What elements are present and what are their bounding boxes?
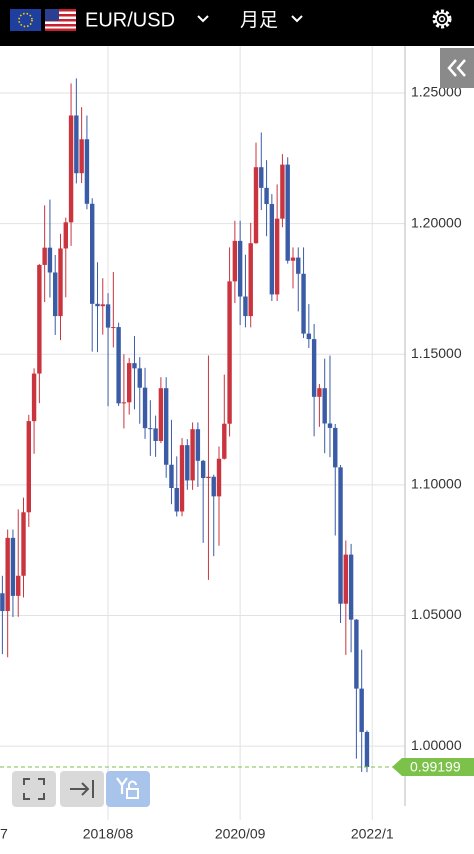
candle-body [5, 537, 10, 612]
eu-flag [10, 9, 41, 31]
candle-body [200, 460, 206, 479]
candle-body [216, 458, 222, 497]
candle-body [116, 327, 121, 404]
candle-body [348, 554, 354, 620]
grid [0, 46, 405, 820]
candle-body [248, 243, 253, 317]
candle-body [206, 476, 211, 479]
axes: 1.000001.050001.100001.150001.200001.250… [0, 84, 474, 842]
candle-body [137, 368, 142, 388]
candle-body [158, 388, 164, 441]
candle-body [190, 429, 195, 481]
candle-body [179, 445, 185, 512]
candle-body [26, 421, 31, 513]
candle-body [63, 222, 68, 249]
candle-body [132, 363, 137, 369]
candle-body [42, 247, 47, 265]
settings-icon[interactable] [432, 9, 452, 29]
candle-body [285, 164, 290, 261]
candle-body [301, 273, 306, 334]
candle-body [163, 388, 169, 465]
candle-body [280, 164, 285, 219]
scroll-end-button[interactable] [60, 771, 104, 807]
candle-body [21, 512, 26, 576]
fit-button[interactable] [12, 771, 56, 807]
candle-body [338, 467, 343, 604]
candle-body [322, 388, 327, 424]
candle-body [0, 593, 5, 612]
candle-body [105, 304, 111, 328]
y-lock-button[interactable] [106, 771, 150, 807]
y-tick-label: 1.05000 [411, 606, 462, 622]
candle-body [74, 115, 79, 174]
candle-body [232, 240, 238, 282]
candle-body [169, 464, 174, 488]
candle-body [90, 203, 95, 304]
candle-body [290, 257, 296, 261]
candle-body [243, 296, 248, 317]
candle-body [111, 327, 116, 329]
candle-body [264, 187, 269, 205]
x-tick-label: 7 [0, 826, 8, 842]
candle-body [100, 304, 105, 307]
x-tick-label: 2020/09 [215, 826, 266, 842]
candle-body [296, 257, 301, 274]
candle-body [311, 339, 317, 397]
candle-body [317, 388, 322, 397]
candle-body [68, 115, 74, 223]
candle-body [121, 402, 127, 404]
candle-body [79, 139, 84, 174]
candle-body [126, 363, 132, 403]
candle-body [211, 476, 216, 497]
candle-body [84, 139, 90, 204]
candle-body [269, 204, 275, 295]
candle-body [327, 423, 333, 428]
candle-body [227, 281, 232, 424]
plot [0, 78, 395, 773]
candle-body [333, 427, 338, 468]
x-tick-label: 2018/08 [83, 826, 134, 842]
chevron[interactable] [197, 15, 209, 23]
candle-body [185, 445, 190, 481]
candle-body [354, 619, 359, 689]
pair-label[interactable]: EUR/USD [85, 9, 175, 31]
candle-body [259, 167, 264, 188]
candle-body [31, 373, 37, 422]
candle-body [58, 248, 63, 317]
y-tick-label: 1.20000 [411, 214, 462, 230]
us-flag [45, 9, 76, 31]
candle-body [47, 247, 53, 273]
candle-body [174, 487, 179, 512]
chevron[interactable] [291, 15, 303, 23]
candle-body [37, 264, 42, 374]
last-price-tag [392, 757, 474, 776]
candle-body [359, 688, 364, 732]
y-tick-label: 1.10000 [411, 476, 462, 492]
candle-body [364, 731, 370, 767]
candle-body [222, 423, 227, 459]
candle-body [142, 387, 148, 429]
y-tick-label: 1.15000 [411, 345, 462, 361]
candle-body [343, 554, 349, 604]
candle-body [195, 429, 201, 461]
candle-body [148, 428, 153, 430]
candle-body [306, 333, 312, 340]
x-tick-label: 2022/1 [351, 826, 394, 842]
candle-body [237, 240, 243, 297]
candle-body [53, 272, 58, 317]
timeframe-label[interactable]: 月足 [240, 10, 278, 31]
candle-body [16, 575, 21, 596]
candle-body [10, 537, 16, 596]
candle-body [153, 428, 158, 441]
y-tick-label: 1.00000 [411, 737, 462, 753]
header-bar [0, 0, 474, 46]
last-price-label: 0.99199 [410, 759, 461, 775]
candle-body [253, 167, 259, 244]
candle-body [274, 218, 280, 295]
candle-body [95, 303, 100, 307]
collapse-button[interactable] [440, 48, 474, 88]
